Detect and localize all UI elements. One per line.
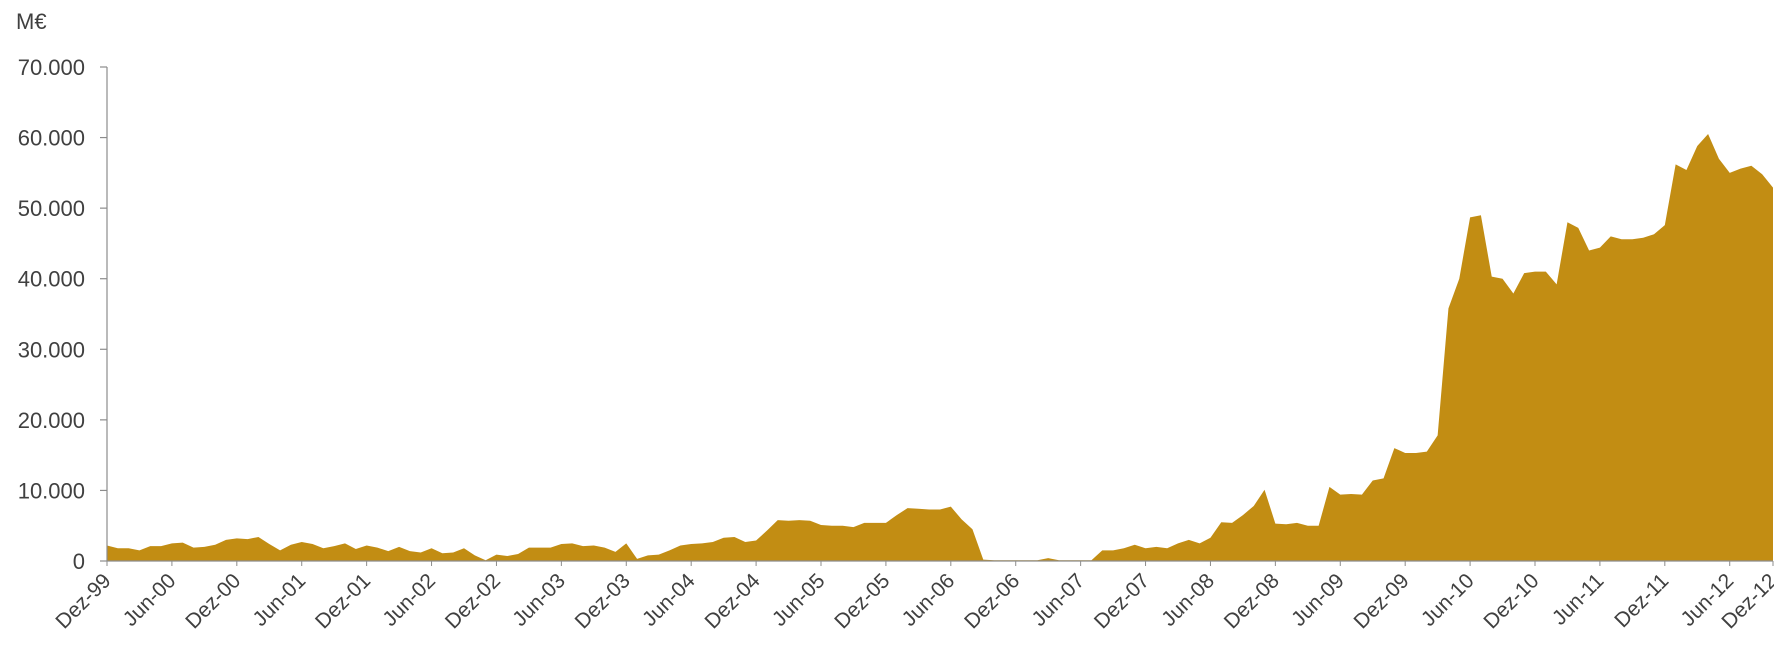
x-tick-label: Dez-03 <box>571 569 635 633</box>
y-tick-label: 30.000 <box>18 337 85 362</box>
x-tick-label: Jun-10 <box>1417 569 1479 631</box>
x-tick-label: Dez-06 <box>960 569 1024 633</box>
x-tick-label: Dez-04 <box>700 569 764 633</box>
x-tick-label: Dez-11 <box>1610 569 1673 632</box>
x-tick-label: Dez-08 <box>1220 569 1284 633</box>
x-tick-label: Dez-00 <box>181 569 245 633</box>
axes <box>106 67 1773 562</box>
x-tick-label: Jun-03 <box>508 569 570 631</box>
x-tick-label: Jun-09 <box>1287 569 1349 631</box>
y-axis-unit-label: M€ <box>16 9 47 34</box>
x-tick-labels: Dez-99 Jun-00 Dez-00 Jun-01 Dez-01 Jun-02 Dez-… <box>51 561 1774 633</box>
x-tick-label: Jun-02 <box>378 569 440 631</box>
y-tick-label: 60.000 <box>18 126 85 151</box>
x-tick-label: Jun-06 <box>898 569 960 631</box>
x-tick-label: Jun-11 <box>1548 569 1609 630</box>
x-tick-label: Dez-10 <box>1479 569 1543 633</box>
x-tick-label: Jun-05 <box>768 569 830 631</box>
x-tick-label: Jun-07 <box>1027 569 1089 631</box>
x-tick-label: Jun-04 <box>638 569 700 631</box>
y-tick-label: 0 <box>73 549 85 574</box>
x-tick-label: Dez-07 <box>1090 569 1154 633</box>
y-tick-label: 10.000 <box>18 478 85 503</box>
area-fill <box>107 134 1773 562</box>
x-tick-label: Dez-09 <box>1350 569 1414 633</box>
x-tick-label: Jun-08 <box>1157 569 1219 631</box>
y-tick-label: 20.000 <box>18 408 85 433</box>
x-tick-label: Jun-00 <box>119 569 181 631</box>
y-tick-label: 50.000 <box>18 196 85 221</box>
y-tick-label: 40.000 <box>18 267 85 292</box>
x-tick-label: Dez-99 <box>51 569 115 633</box>
area-series <box>107 134 1773 562</box>
y-tick-labels: 0 10.000 20.000 30.000 40.000 50.000 60.000 70.… <box>18 55 107 574</box>
x-tick-label: Dez-05 <box>830 569 894 633</box>
x-tick-label: Jun-01 <box>249 569 311 631</box>
x-tick-label: Dez-01 <box>311 569 375 633</box>
y-tick-label: 70.000 <box>18 55 85 80</box>
x-tick-label: Dez-02 <box>441 569 505 633</box>
